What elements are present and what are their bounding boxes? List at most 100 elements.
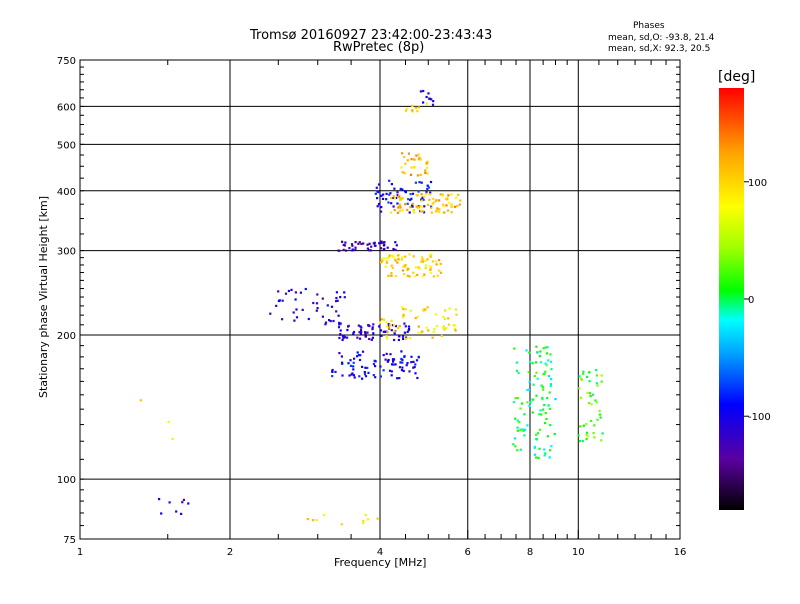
data-point bbox=[410, 158, 413, 161]
data-point bbox=[540, 384, 543, 387]
data-point bbox=[307, 317, 310, 321]
data-point bbox=[167, 420, 170, 424]
data-point bbox=[448, 307, 451, 310]
data-point bbox=[411, 204, 414, 207]
data-point bbox=[393, 258, 396, 261]
data-point bbox=[580, 396, 583, 399]
data-point bbox=[359, 354, 362, 357]
data-point bbox=[401, 366, 404, 369]
data-point bbox=[523, 434, 526, 437]
data-point bbox=[361, 350, 365, 353]
data-point bbox=[397, 206, 400, 209]
data-point bbox=[299, 291, 302, 294]
data-point bbox=[379, 329, 382, 332]
data-point bbox=[390, 370, 393, 373]
data-point bbox=[455, 196, 458, 199]
data-point bbox=[512, 401, 516, 404]
data-point bbox=[454, 308, 457, 311]
data-point bbox=[422, 101, 425, 104]
data-point bbox=[398, 335, 401, 338]
data-point bbox=[403, 172, 406, 175]
data-point bbox=[445, 197, 448, 201]
x-tick-label: 2 bbox=[227, 547, 233, 558]
data-point bbox=[393, 330, 396, 333]
data-point bbox=[370, 245, 373, 248]
axis-tick-labels: 1 2 4 6 8 10 16 75 100 200 300 400 500 600 750 bbox=[57, 56, 686, 558]
data-point bbox=[408, 275, 411, 278]
data-point bbox=[304, 287, 307, 291]
data-point bbox=[578, 440, 581, 443]
data-point bbox=[581, 372, 585, 375]
data-point bbox=[590, 403, 593, 406]
data-point bbox=[364, 375, 368, 378]
data-point bbox=[401, 361, 404, 364]
data-point bbox=[347, 362, 350, 365]
data-point bbox=[358, 358, 362, 362]
data-point bbox=[414, 316, 417, 320]
data-point bbox=[335, 310, 338, 313]
data-point bbox=[293, 319, 296, 322]
data-point bbox=[549, 353, 552, 356]
data-point bbox=[368, 337, 371, 341]
data-point bbox=[402, 369, 405, 373]
data-point bbox=[394, 259, 397, 262]
data-point bbox=[419, 331, 423, 334]
data-point bbox=[549, 360, 553, 363]
data-point bbox=[598, 409, 601, 412]
data-point bbox=[387, 256, 390, 259]
data-point bbox=[442, 325, 445, 328]
data-point bbox=[407, 329, 410, 332]
data-point bbox=[331, 370, 334, 373]
data-point bbox=[421, 196, 424, 199]
data-point bbox=[516, 449, 519, 452]
data-point bbox=[341, 362, 344, 365]
data-point bbox=[430, 206, 433, 209]
data-point bbox=[445, 327, 448, 330]
data-point bbox=[411, 202, 414, 205]
data-point bbox=[447, 323, 451, 326]
data-point bbox=[544, 370, 547, 373]
data-point bbox=[404, 325, 407, 328]
x-tick-label: 4 bbox=[377, 547, 383, 558]
data-point bbox=[389, 192, 392, 195]
data-point bbox=[342, 336, 345, 340]
data-point bbox=[395, 244, 398, 247]
data-point bbox=[388, 369, 392, 372]
data-point bbox=[595, 382, 598, 385]
data-point bbox=[369, 249, 372, 252]
data-point bbox=[455, 313, 458, 316]
data-point bbox=[406, 330, 409, 333]
data-point bbox=[538, 413, 541, 416]
data-point bbox=[396, 191, 399, 194]
y-tick-label: 600 bbox=[57, 102, 76, 113]
data-point bbox=[450, 205, 453, 208]
data-point bbox=[548, 456, 551, 459]
data-point bbox=[373, 244, 377, 247]
data-point bbox=[356, 355, 359, 358]
data-point bbox=[295, 308, 298, 311]
data-point bbox=[406, 208, 409, 211]
data-point bbox=[287, 289, 290, 293]
data-point bbox=[391, 324, 394, 327]
data-point bbox=[413, 166, 416, 169]
data-point bbox=[372, 332, 375, 335]
data-point bbox=[392, 255, 395, 258]
data-point bbox=[438, 208, 441, 211]
data-point bbox=[428, 198, 431, 201]
data-point bbox=[390, 274, 393, 277]
data-point bbox=[544, 422, 547, 425]
x-tick-label: 16 bbox=[674, 547, 687, 558]
data-point bbox=[543, 454, 546, 457]
data-point bbox=[436, 274, 439, 277]
data-point bbox=[447, 209, 450, 212]
data-point bbox=[411, 110, 414, 113]
data-point bbox=[281, 299, 284, 302]
y-tick-label: 100 bbox=[57, 475, 76, 486]
data-point bbox=[403, 355, 406, 358]
data-point bbox=[398, 195, 401, 198]
data-point bbox=[383, 241, 386, 244]
data-point bbox=[545, 364, 548, 367]
data-point bbox=[364, 335, 367, 338]
data-point bbox=[436, 207, 439, 210]
